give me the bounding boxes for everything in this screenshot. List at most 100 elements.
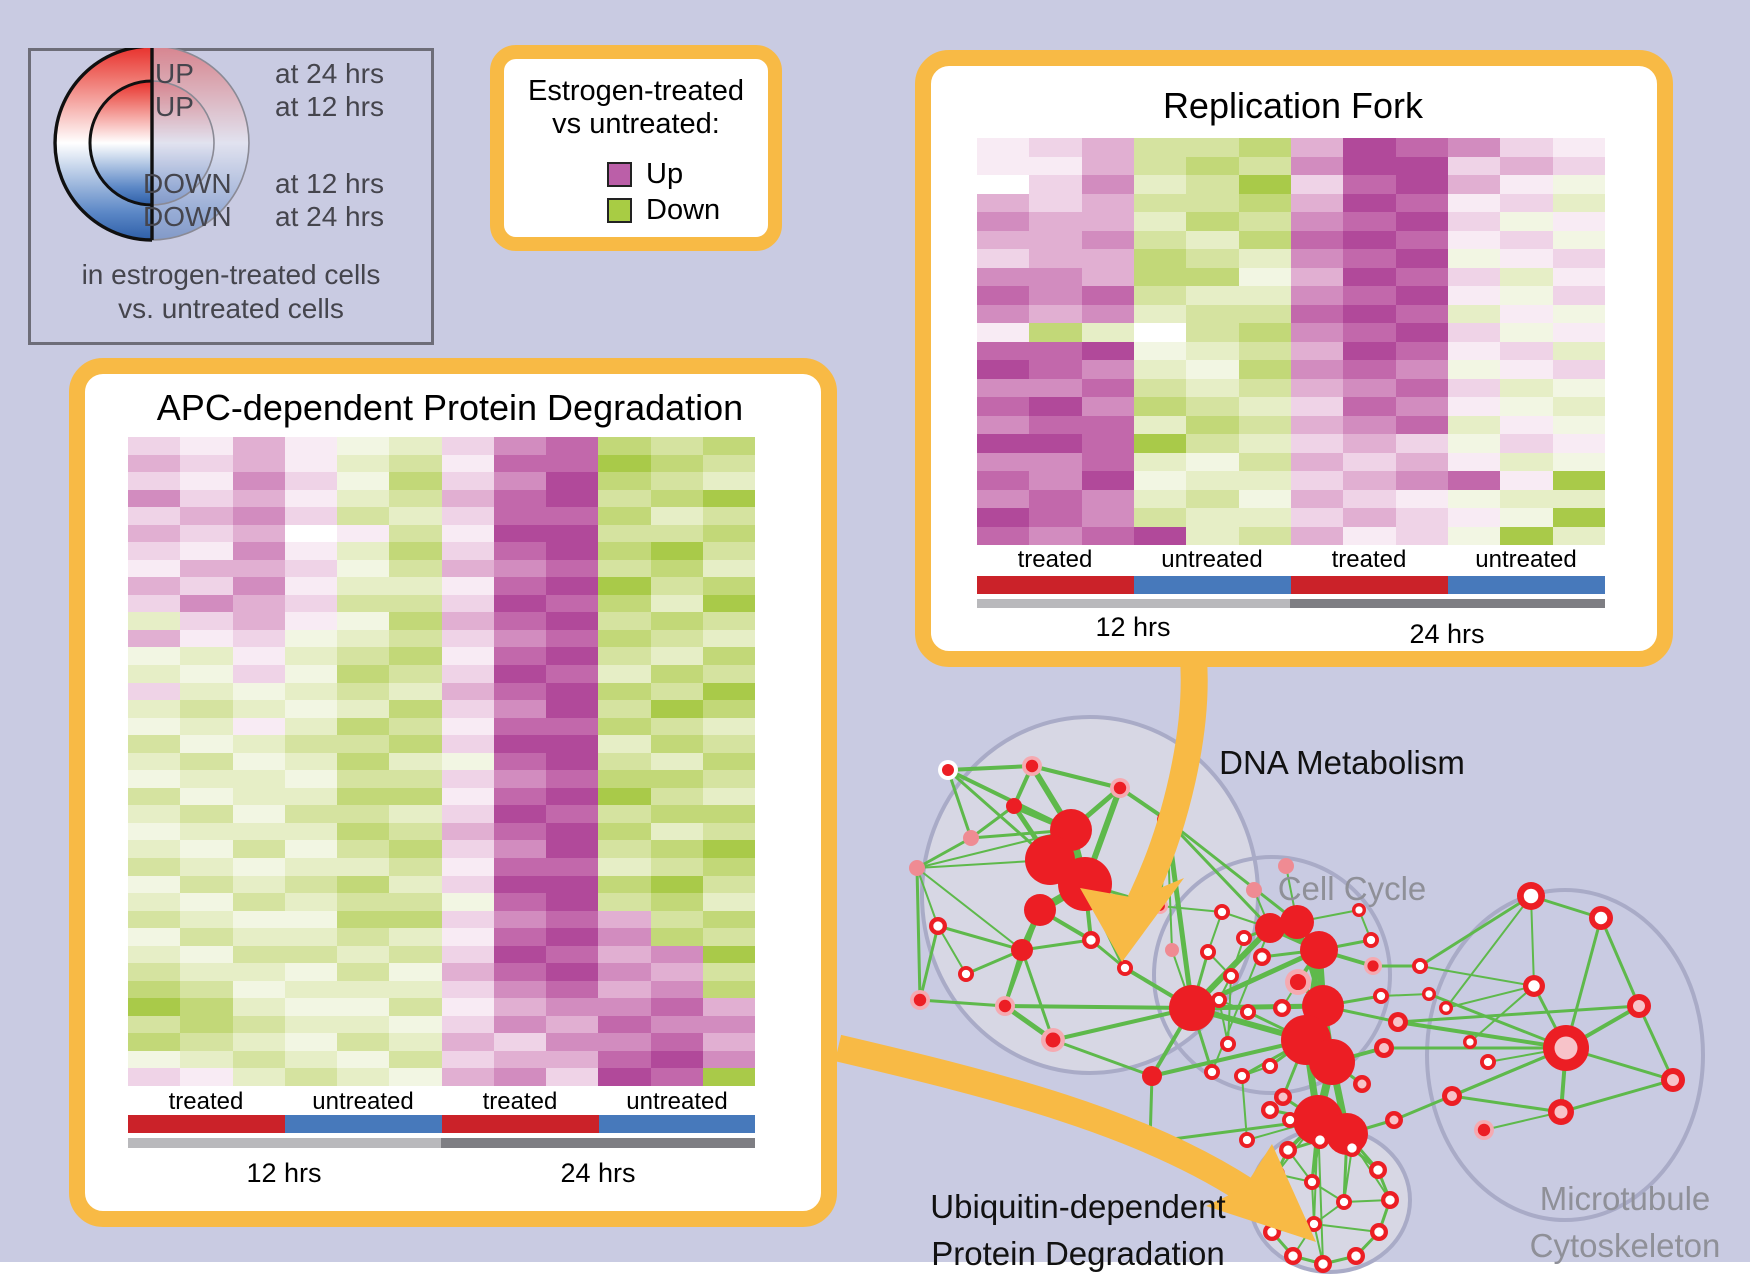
heatmap-cell: [284, 857, 337, 876]
heatmap-cell: [180, 928, 233, 946]
heatmap-cell: [1500, 415, 1553, 434]
heatmap-cell: [1133, 360, 1187, 379]
heatmap-cell: [1343, 175, 1396, 194]
heatmap-cell: [1343, 415, 1396, 434]
heatmap-cell: [389, 542, 442, 560]
heatmap-cell: [180, 787, 233, 806]
heatmap-cell: [1029, 360, 1082, 379]
heatmap-cell: [1238, 212, 1291, 231]
heatmap-cell: [1447, 452, 1501, 471]
heatmap-cell: [232, 875, 285, 894]
heatmap-cell: [598, 735, 651, 753]
heatmap-cell: [977, 452, 1030, 471]
gene-node-center: [913, 993, 927, 1007]
heatmap-cell: [389, 1050, 442, 1069]
gene-node-center: [1389, 1115, 1399, 1125]
network-edge: [1159, 905, 1223, 913]
heatmap-cell: [1395, 526, 1448, 545]
heatmap-cell: [232, 594, 285, 613]
heatmap-cell: [977, 156, 1030, 175]
heatmap-cell: [1500, 156, 1553, 175]
label-ubiquitin-line1: Ubiquitin-dependent: [930, 1188, 1226, 1225]
ring-note-line2: vs. untreated cells: [118, 293, 344, 325]
gene-node-center: [1278, 1092, 1288, 1102]
network-edge: [969, 804, 1016, 840]
rf-12hrs-bar: [977, 599, 1290, 608]
heatmap-cell: [546, 840, 599, 858]
heatmap-cell: [284, 700, 337, 718]
heatmap-cell: [389, 612, 442, 630]
gene-node-center: [1277, 1003, 1287, 1013]
heatmap-cell: [441, 998, 494, 1016]
heatmap-cell: [977, 193, 1030, 212]
heatmap-cell: [493, 980, 546, 999]
heatmap-cell: [441, 840, 494, 858]
heatmap-cell: [1238, 526, 1291, 545]
heatmap-cell: [546, 700, 599, 718]
heatmap-cell: [598, 1068, 651, 1086]
heatmap-cell: [441, 629, 494, 648]
heatmap-cell: [389, 629, 442, 648]
heatmap-cell: [493, 945, 546, 964]
heatmap-cell: [702, 524, 755, 543]
heatmap-cell: [232, 489, 285, 508]
heatmap-cell: [337, 735, 390, 753]
heatmap-cell: [337, 1015, 390, 1034]
heatmap-cell: [389, 577, 442, 595]
heatmap-cell: [441, 770, 494, 788]
ring-label-up24: UP: [155, 58, 194, 89]
heatmap-cell: [1238, 323, 1291, 342]
heatmap-cell: [546, 752, 599, 771]
heatmap-cell: [1395, 138, 1448, 157]
heatmap-cell: [702, 454, 755, 473]
label-cytoskeleton: Cytoskeleton: [1529, 1227, 1721, 1264]
gene-node-center: [942, 764, 954, 776]
heatmap-cell: [493, 524, 546, 543]
heatmap-cell: [1186, 526, 1239, 545]
heatmap-cell: [1238, 434, 1291, 453]
heatmap-cell: [493, 489, 546, 508]
rf-group-2: untreated: [1161, 546, 1263, 573]
heatmap-cell: [1552, 156, 1605, 175]
heatmap-cell: [128, 647, 181, 666]
heatmap-cell: [232, 1068, 285, 1086]
network-edge: [1227, 975, 1232, 1045]
heatmap-cell: [1395, 508, 1448, 527]
heatmap-cell: [1343, 341, 1396, 360]
heatmap-cell: [1290, 508, 1344, 527]
heatmap-cell: [977, 508, 1030, 527]
label-ubiquitin-line2: Protein Degradation: [931, 1235, 1225, 1272]
heatmap-cell: [598, 840, 651, 858]
gene-node-center: [1267, 1227, 1277, 1237]
heatmap-cell: [493, 542, 546, 560]
heatmap-cell: [1081, 323, 1134, 342]
heatmap-cell: [650, 472, 703, 490]
heatmap-cell: [337, 559, 390, 578]
heatmap-cell: [1029, 249, 1082, 268]
ring-label-up12: UP: [155, 91, 194, 122]
heatmap-cell: [1552, 286, 1605, 305]
heatmap-cell: [702, 945, 755, 964]
heatmap-cell: [1029, 230, 1082, 249]
heatmap-cell: [546, 612, 599, 630]
heatmap-cell: [1552, 138, 1605, 157]
heatmap-cell: [1238, 304, 1291, 323]
heatmap-cell: [650, 507, 703, 525]
heatmap-cell: [1133, 341, 1187, 360]
heatmap-cell: [284, 928, 337, 946]
heatmap-cell: [1395, 267, 1448, 286]
heatmap-cell: [493, 717, 546, 736]
heatmap-cell: [389, 805, 442, 823]
updown-legend-title: Estrogen-treated vs untreated:: [490, 75, 782, 142]
gene-node-center: [1379, 1043, 1389, 1053]
heatmap-cell: [1186, 304, 1239, 323]
heatmap-cell: [598, 945, 651, 964]
heatmap-cell: [1395, 212, 1448, 231]
heatmap-cell: [650, 612, 703, 630]
heatmap-cell: [284, 612, 337, 630]
heatmap-cell: [546, 998, 599, 1016]
gene-node-center: [1120, 963, 1130, 973]
heatmap-cell: [128, 770, 181, 788]
heatmap-cell: [441, 682, 494, 701]
heatmap-cell: [284, 805, 337, 823]
